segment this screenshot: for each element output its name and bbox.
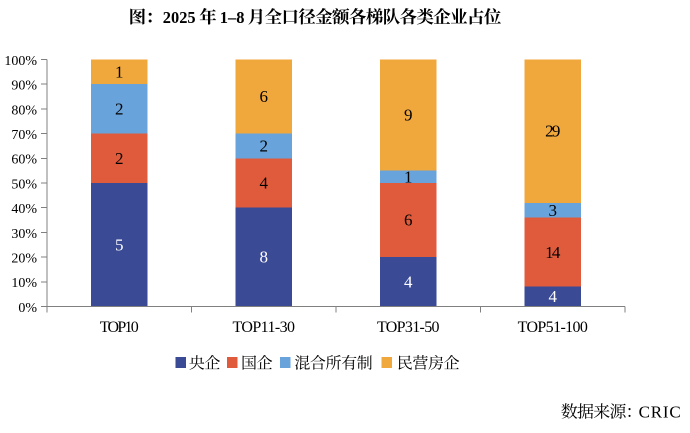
svg-text:6: 6	[404, 211, 413, 230]
svg-text:30%: 30%	[11, 227, 37, 242]
svg-text:6: 6	[260, 87, 269, 106]
svg-text:100%: 100%	[4, 54, 37, 69]
svg-text:2025: 2025	[163, 8, 196, 27]
svg-text:70%: 70%	[11, 128, 37, 143]
svg-text:TOP31-50: TOP31-50	[377, 319, 440, 336]
svg-text:80%: 80%	[11, 103, 37, 118]
svg-text:4: 4	[549, 287, 558, 306]
svg-text:14: 14	[545, 243, 561, 262]
svg-text:8: 8	[260, 248, 269, 267]
svg-text:4: 4	[260, 174, 269, 193]
svg-text:90%: 90%	[11, 79, 37, 94]
svg-text:2: 2	[260, 137, 269, 156]
svg-text:10%: 10%	[11, 276, 37, 291]
svg-text:TOP51-100: TOP51-100	[518, 319, 588, 336]
svg-text:CRIC: CRIC	[639, 403, 682, 422]
svg-text:60%: 60%	[11, 153, 37, 168]
svg-text:3: 3	[549, 201, 558, 220]
svg-text:5: 5	[115, 235, 124, 254]
svg-text:29: 29	[545, 122, 560, 141]
svg-text:TOP11-30: TOP11-30	[232, 319, 295, 336]
svg-text:50%: 50%	[11, 177, 37, 192]
svg-text:1: 1	[404, 167, 413, 186]
svg-text:1–8: 1–8	[220, 8, 245, 27]
svg-text:4: 4	[404, 272, 413, 291]
svg-text:TOP10: TOP10	[100, 319, 139, 336]
svg-text:1: 1	[115, 62, 124, 81]
svg-text:9: 9	[404, 106, 413, 125]
svg-text:40%: 40%	[11, 202, 37, 217]
svg-text:0%: 0%	[18, 301, 37, 316]
svg-text:20%: 20%	[11, 252, 37, 267]
svg-text:2: 2	[115, 100, 124, 119]
svg-text:2: 2	[115, 149, 124, 168]
